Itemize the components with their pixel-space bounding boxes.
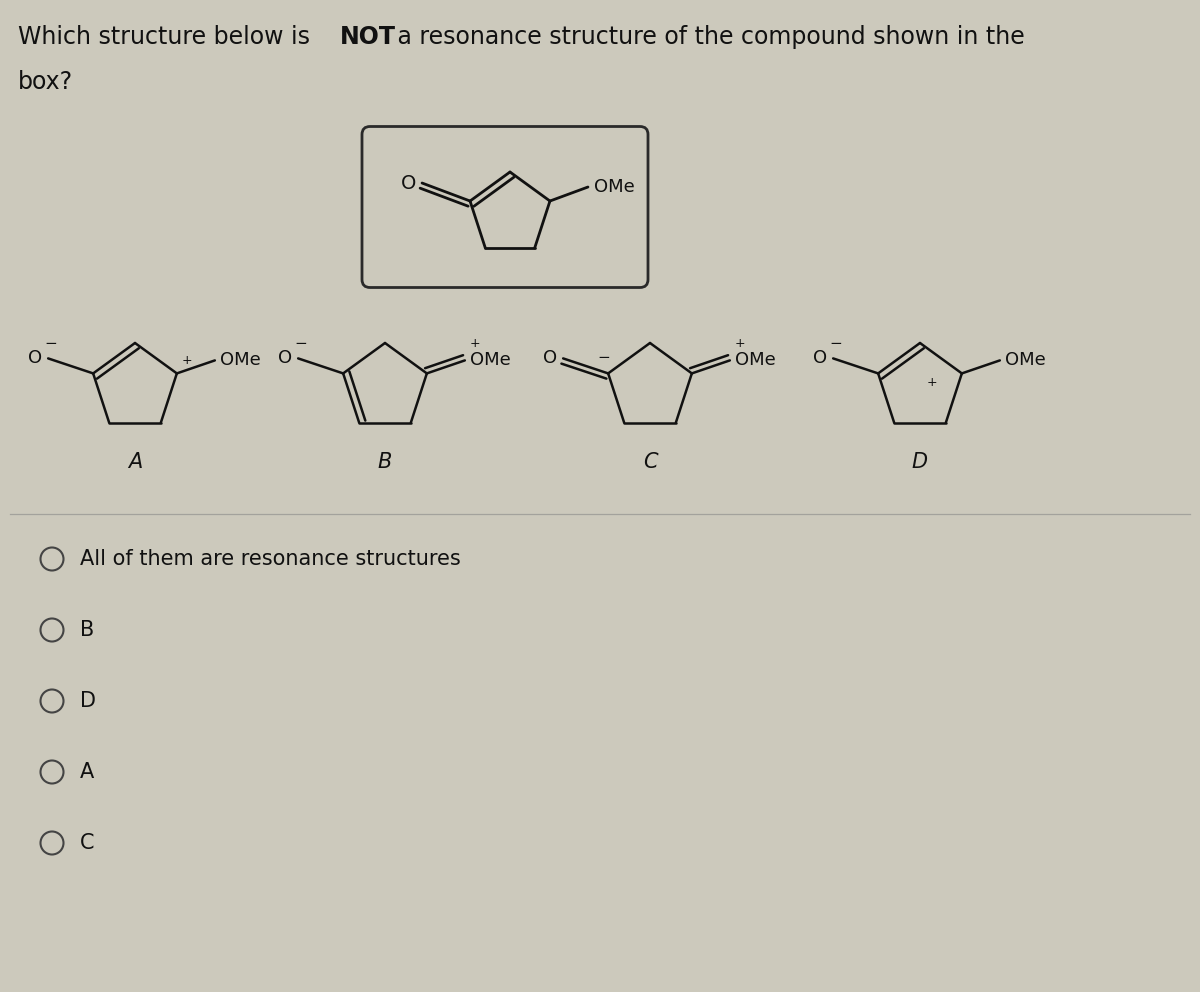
Text: box?: box? (18, 70, 73, 94)
Text: +: + (734, 337, 745, 350)
Text: +: + (926, 376, 937, 389)
Text: C: C (643, 452, 658, 472)
Text: +: + (470, 337, 480, 350)
Text: OMe: OMe (734, 351, 775, 369)
Text: NOT: NOT (340, 25, 396, 49)
Text: OMe: OMe (470, 351, 510, 369)
Text: OMe: OMe (220, 351, 260, 369)
Text: −: − (44, 336, 56, 351)
Text: −: − (598, 350, 611, 365)
Text: D: D (80, 691, 96, 711)
Text: O: O (401, 174, 416, 192)
Text: a resonance structure of the compound shown in the: a resonance structure of the compound sh… (390, 25, 1025, 49)
Text: B: B (378, 452, 392, 472)
Text: +: + (182, 354, 192, 367)
Text: D: D (912, 452, 928, 472)
Text: −: − (294, 336, 307, 351)
Text: A: A (128, 452, 142, 472)
Text: OMe: OMe (1004, 351, 1045, 369)
Text: OMe: OMe (594, 178, 635, 196)
Text: All of them are resonance structures: All of them are resonance structures (80, 549, 461, 569)
Text: C: C (80, 833, 95, 853)
Text: O: O (278, 349, 292, 367)
Text: A: A (80, 762, 95, 782)
Text: O: O (28, 349, 42, 367)
Text: −: − (829, 336, 842, 351)
Text: Which structure below is: Which structure below is (18, 25, 318, 49)
Text: O: O (814, 349, 827, 367)
Text: O: O (544, 349, 557, 367)
Text: B: B (80, 620, 95, 640)
